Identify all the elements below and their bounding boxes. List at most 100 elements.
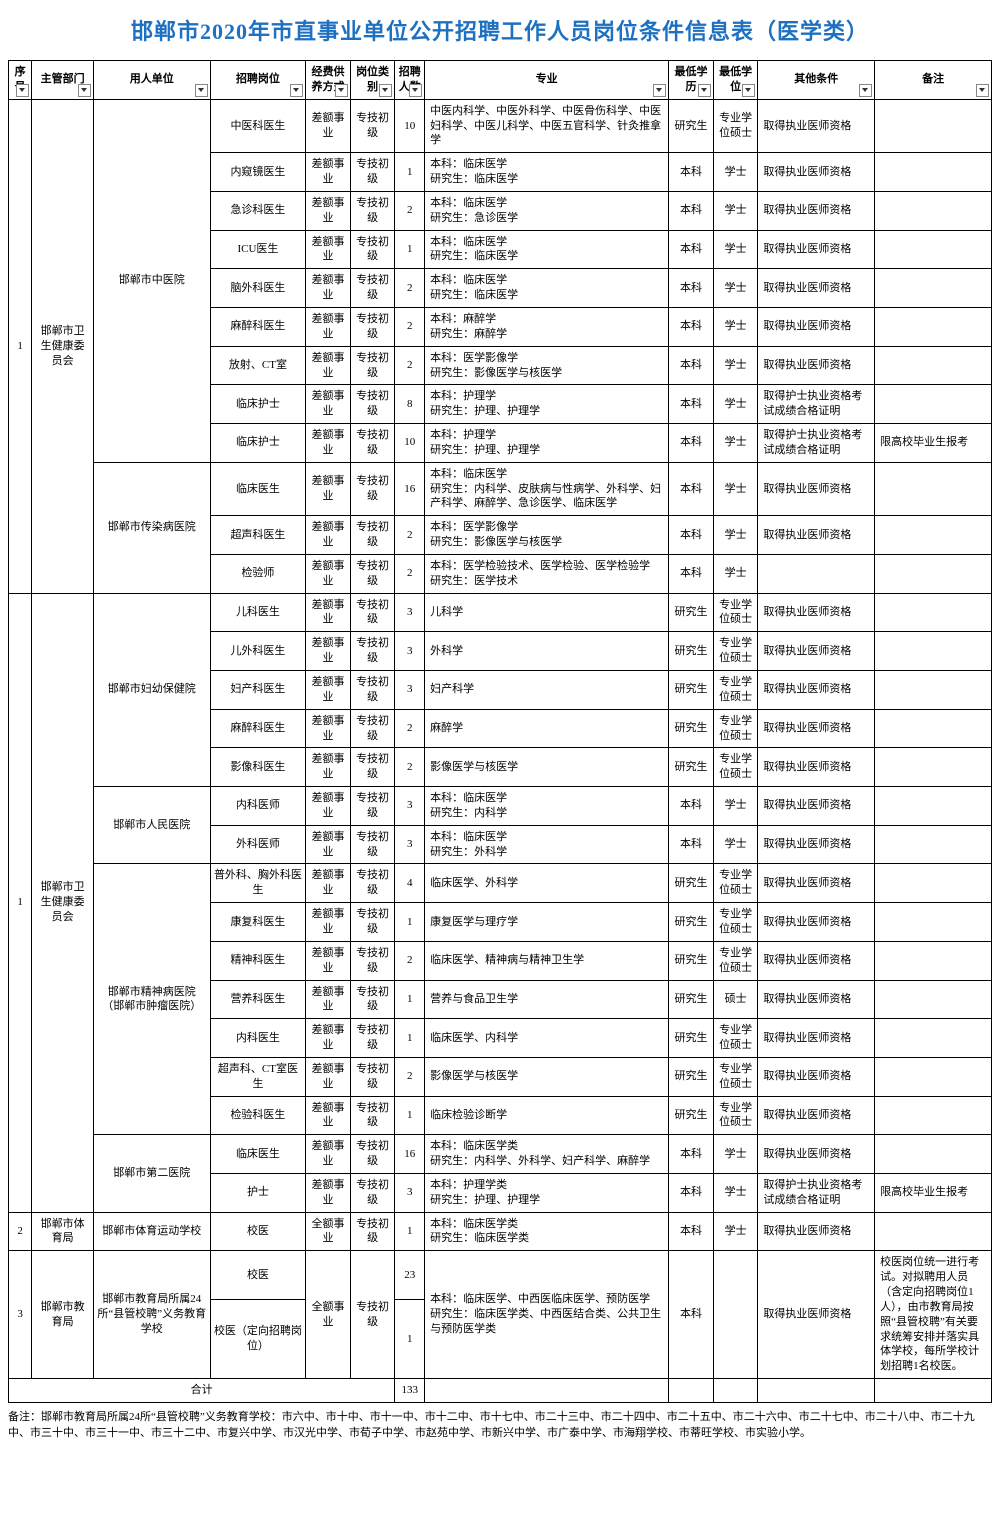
table-cell: 本科 [669,191,714,230]
table-cell [875,632,992,671]
table-cell: 1 [395,153,425,192]
table-cell: 取得执业医师资格 [758,671,875,710]
table-cell: 专业学位硕士 [713,903,758,942]
filter-icon[interactable] [195,84,208,97]
filter-icon[interactable] [379,84,392,97]
table-cell: 2 [395,709,425,748]
table-cell: 专技初级 [350,941,395,980]
table-cell: 10 [395,99,425,153]
table-cell: 研究生 [669,1096,714,1135]
table-cell: 4 [395,864,425,903]
filter-icon[interactable] [409,84,422,97]
table-cell [875,153,992,192]
table-cell: 本科 [669,1173,714,1212]
table-cell: 邯郸市第二医院 [93,1135,210,1212]
table-cell [875,709,992,748]
table-cell: 研究生 [669,671,714,710]
table-cell [875,346,992,385]
table-cell: 本科：临床医学研究生：内科学 [425,787,669,826]
table-cell [758,554,875,593]
table-cell: 本科：护理学研究生：护理、护理学 [425,385,669,424]
table-cell: 临床医生 [210,1135,306,1174]
table-cell: 本科 [669,462,714,516]
page-title: 邯郸市2020年市直事业单位公开招聘工作人员岗位条件信息表（医学类） [8,14,992,46]
table-cell: 专技初级 [350,230,395,269]
table-row: 1邯郸市卫生健康委员会邯郸市中医院中医科医生差额事业专技初级10中医内科学、中医… [9,99,992,153]
table-cell: 差额事业 [306,748,351,787]
table-cell: 1 [395,903,425,942]
table-cell: 本科：临床医学研究生：临床医学 [425,153,669,192]
table-cell: 邯郸市教育局所属24所“县管校聘”义务教育学校 [93,1251,210,1379]
table-cell: 专技初级 [350,385,395,424]
table-cell: 差额事业 [306,1135,351,1174]
table-cell: 专技初级 [350,709,395,748]
table-cell [875,462,992,516]
column-header: 备注 [875,61,992,100]
filter-icon[interactable] [290,84,303,97]
table-cell: 邯郸市教育局 [32,1251,94,1379]
table-cell: 儿外科医生 [210,632,306,671]
table-cell: 学士 [713,269,758,308]
table-cell: 专业学位硕士 [713,632,758,671]
filter-icon[interactable] [78,84,91,97]
filter-icon[interactable] [16,84,29,97]
table-cell [875,748,992,787]
table-cell: 研究生 [669,1057,714,1096]
column-header: 招聘岗位 [210,61,306,100]
table-cell: 本科 [669,230,714,269]
table-cell: 专业学位硕士 [713,941,758,980]
table-cell: 专业学位硕士 [713,671,758,710]
table-cell: 差额事业 [306,1057,351,1096]
table-cell: 护士 [210,1173,306,1212]
table-cell: 外科学 [425,632,669,671]
filter-icon[interactable] [698,84,711,97]
table-cell: 专业学位硕士 [713,1057,758,1096]
table-cell: 取得执业医师资格 [758,269,875,308]
table-cell: 133 [395,1379,425,1403]
filter-icon[interactable] [976,84,989,97]
table-cell: 2 [395,941,425,980]
table-cell [875,230,992,269]
table-cell: 专技初级 [350,307,395,346]
table-cell: 差额事业 [306,191,351,230]
table-cell: 放射、CT室 [210,346,306,385]
table-cell: 校医 [210,1212,306,1251]
table-cell: 专业学位硕士 [713,1096,758,1135]
table-cell: 专技初级 [350,554,395,593]
filter-icon[interactable] [859,84,872,97]
table-cell: 取得执业医师资格 [758,462,875,516]
table-cell: 康复科医生 [210,903,306,942]
table-cell: 专技初级 [350,632,395,671]
table-cell: 差额事业 [306,554,351,593]
table-cell: 差额事业 [306,709,351,748]
table-cell: 临床护士 [210,385,306,424]
table-cell: 取得执业医师资格 [758,787,875,826]
table-cell: 影像医学与核医学 [425,1057,669,1096]
table-cell: 本科 [669,153,714,192]
table-cell: 校医岗位统一进行考试。对拟聘用人员（含定向招聘岗位1人），由市教育局按照“县管校… [875,1251,992,1379]
table-cell: 研究生 [669,864,714,903]
filter-icon[interactable] [742,84,755,97]
table-cell: 3 [395,825,425,864]
table-cell: 专业学位硕士 [713,709,758,748]
table-cell: 检验师 [210,554,306,593]
table-cell: 专业学位硕士 [713,864,758,903]
table-cell: 专技初级 [350,153,395,192]
table-cell: 麻醉学 [425,709,669,748]
table-cell: 超声科医生 [210,516,306,555]
table-cell: 取得执业医师资格 [758,1251,875,1379]
table-cell: 差额事业 [306,1019,351,1058]
column-header: 用人单位 [93,61,210,100]
table-cell: 学士 [713,1212,758,1251]
table-cell: 本科：临床医学、中西医临床医学、预防医学研究生：临床医学类、中西医结合类、公共卫… [425,1251,669,1379]
table-cell: 邯郸市传染病医院 [93,462,210,593]
table-cell: 本科 [669,516,714,555]
table-cell: 学士 [713,385,758,424]
filter-icon[interactable] [653,84,666,97]
table-cell: 研究生 [669,980,714,1019]
table-cell: 取得执业医师资格 [758,230,875,269]
filter-icon[interactable] [335,84,348,97]
table-cell: 内科医生 [210,1019,306,1058]
table-cell: 临床医学、精神病与精神卫生学 [425,941,669,980]
table-cell: 研究生 [669,99,714,153]
